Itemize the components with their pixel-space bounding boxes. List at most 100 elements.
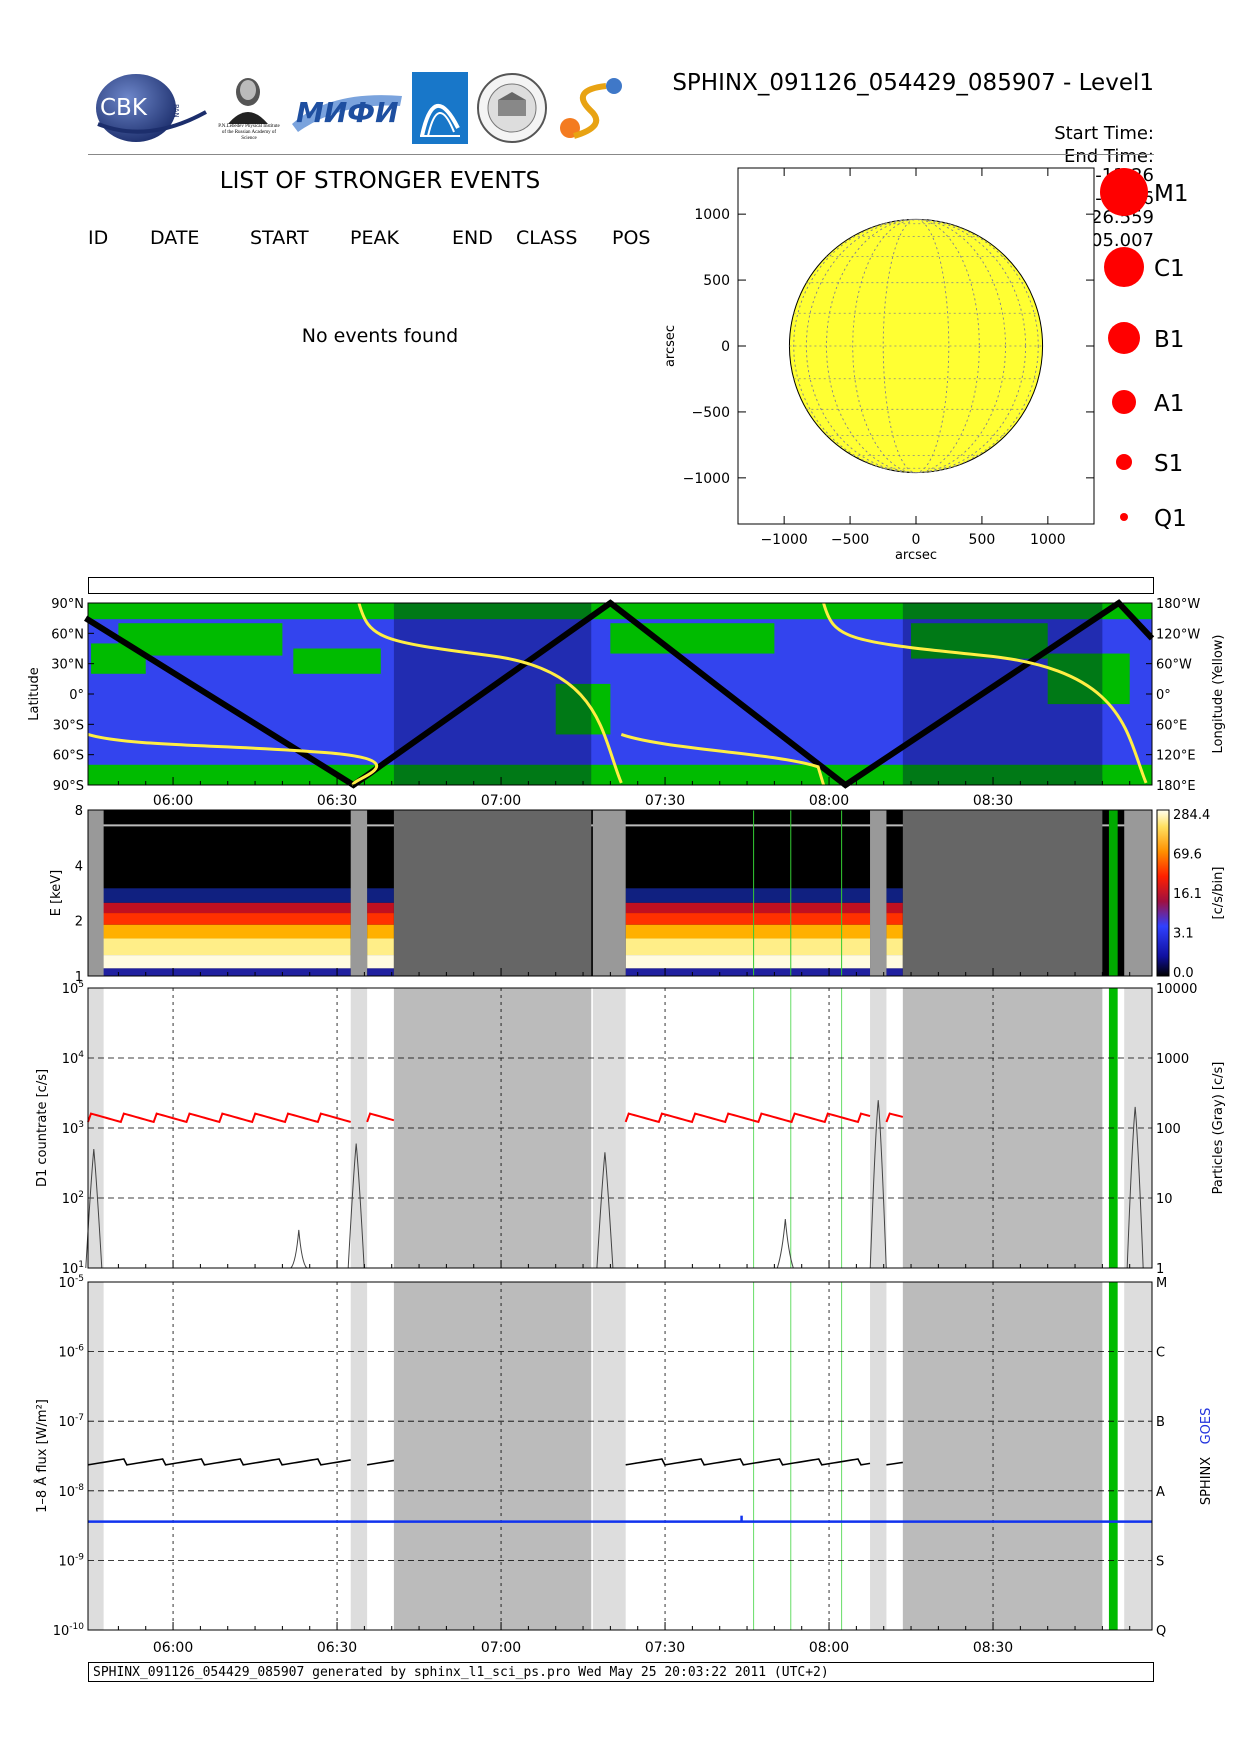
saa-band bbox=[350, 1282, 368, 1630]
cbk-logo-icon: CBK PAN bbox=[96, 74, 207, 142]
orbit-land-patch bbox=[911, 623, 1048, 659]
time-tick-label: 06:30 bbox=[317, 1640, 357, 1656]
orbit-right-tick-label: 0° bbox=[1156, 688, 1171, 703]
orbit-right-tick-label: 120°W bbox=[1156, 627, 1200, 642]
disk-x-tick-label: −500 bbox=[831, 532, 869, 548]
size-legend-dot bbox=[1112, 390, 1136, 414]
lebedev-caption: P.N.Lebedev Physical Institute of the Ru… bbox=[218, 124, 280, 141]
disk-y-axis-label: arcsec bbox=[663, 325, 678, 367]
countrate-y-tick-label: 101 bbox=[62, 1260, 84, 1277]
spectrogram-saa-band bbox=[870, 810, 887, 976]
orbit-shadow-band bbox=[393, 603, 592, 785]
sphinx-flux-series bbox=[886, 1461, 903, 1466]
spectrogram-band bbox=[886, 938, 903, 956]
eclipse-band bbox=[902, 1282, 1103, 1630]
time-tick-label: 07:00 bbox=[481, 793, 521, 809]
spectrogram-band bbox=[625, 968, 871, 976]
arch-logo-icon bbox=[412, 72, 468, 144]
goes-legend-label: GOES bbox=[1199, 1408, 1214, 1445]
saa-band bbox=[1124, 1282, 1152, 1630]
end-time-label: End Time: bbox=[1063, 146, 1154, 167]
logo-cbk: CBK PAN bbox=[88, 72, 208, 144]
header-divider bbox=[88, 154, 1154, 155]
events-column-id: ID bbox=[88, 227, 109, 249]
orbit-right-tick-label: 60°E bbox=[1156, 718, 1187, 733]
spectrogram-y-tick-label: 2 bbox=[75, 915, 83, 930]
footer-text: SPHINX_091126_054429_085907 generated by… bbox=[93, 1665, 829, 1680]
orbit-longitude-track bbox=[822, 602, 1148, 784]
flux-y-axis-label: 1–8 Å flux [W/m²] bbox=[34, 1399, 50, 1513]
size-legend-dot bbox=[1116, 454, 1132, 470]
orbit-right-axis-label: Longitude (Yellow) bbox=[1211, 635, 1226, 754]
orbit-land-patch bbox=[610, 623, 775, 654]
size-legend-label: B1 bbox=[1154, 327, 1184, 353]
particle-spike bbox=[596, 1152, 614, 1269]
colorbar-tick-label: 3.1 bbox=[1173, 927, 1194, 942]
sphinx-flux-series bbox=[366, 1459, 395, 1466]
time-tick-label: 07:30 bbox=[645, 1640, 685, 1656]
spectrogram-band bbox=[367, 938, 394, 956]
orbit-land-south bbox=[88, 764, 1152, 785]
countrate-series bbox=[87, 1112, 351, 1124]
portrait-icon bbox=[228, 78, 268, 124]
flare-class-tick-label: Q bbox=[1156, 1624, 1166, 1639]
orbit-longitude-track bbox=[357, 602, 623, 784]
spectrogram-band bbox=[886, 913, 903, 925]
colorbar-tick-label: 69.6 bbox=[1173, 848, 1202, 863]
spectrogram-saa-band bbox=[1124, 810, 1152, 976]
spectrogram-band bbox=[625, 955, 871, 969]
orbit-left-tick-label: 90°S bbox=[53, 779, 84, 794]
spectrogram-band bbox=[625, 902, 871, 914]
orbit-left-tick-label: 60°N bbox=[51, 627, 84, 642]
time-tick-label: 06:00 bbox=[153, 793, 193, 809]
size-legend-label: M1 bbox=[1154, 181, 1188, 207]
size-legend-dot bbox=[1100, 168, 1148, 216]
spectrogram-band bbox=[88, 924, 351, 939]
spectrogram-green-band bbox=[1108, 810, 1118, 976]
seal-logo-icon bbox=[477, 73, 547, 143]
logo-swirl bbox=[556, 74, 626, 144]
spectrogram-band bbox=[886, 924, 903, 939]
disk-y-tick-label: 1000 bbox=[694, 207, 730, 223]
flux-y-tick-label: 10-5 bbox=[58, 1274, 84, 1291]
countrate-y-tick-label: 103 bbox=[62, 1120, 84, 1137]
orbit-longitude-track bbox=[87, 733, 378, 787]
spectrogram-band bbox=[625, 888, 871, 903]
spectrogram-band bbox=[367, 924, 394, 939]
spectrogram-y-tick-label: 1 bbox=[75, 970, 83, 985]
spectrogram-band bbox=[88, 955, 351, 969]
time-tick-label: 06:30 bbox=[317, 793, 357, 809]
saa-band bbox=[88, 1282, 104, 1630]
cbk-logo-sub: PAN bbox=[172, 104, 180, 118]
size-legend-dot bbox=[1120, 513, 1128, 521]
logo-lebedev: P.N.Lebedev Physical Institute of the Ru… bbox=[216, 72, 282, 144]
logo-mifi: МИФИ bbox=[290, 80, 404, 136]
disk-y-tick-label: −1000 bbox=[683, 471, 730, 487]
size-legend: M1 C1 B1 A1 S1 Q1 bbox=[1100, 168, 1188, 532]
blank-strip bbox=[88, 577, 1154, 594]
sphinx-flux-series bbox=[625, 1458, 871, 1466]
events-column-date: DATE bbox=[150, 227, 200, 249]
disk-plot: −1000 −500 0 500 1000 1000 500 0 −500 −1000 arcsec… bbox=[663, 167, 1095, 560]
spectrogram-band bbox=[88, 902, 351, 914]
spectrogram-band bbox=[367, 902, 394, 914]
colorbar-tick-label: 284.4 bbox=[1173, 808, 1210, 823]
disk-longitude-line bbox=[793, 219, 1039, 473]
disk-x-tick-label: 0 bbox=[912, 532, 921, 548]
spectrogram-gap bbox=[393, 810, 592, 976]
orbit-longitude-track bbox=[620, 733, 826, 786]
flux-y-tick-label: 10-8 bbox=[58, 1483, 84, 1500]
particles-y-tick-label: 10000 bbox=[1156, 982, 1197, 997]
flux-y-tick-label: 10-10 bbox=[53, 1622, 85, 1639]
spectrogram-gap bbox=[902, 810, 1103, 976]
countrate-frame bbox=[87, 987, 1153, 1269]
orbit-right-tick-label: 60°W bbox=[1156, 658, 1192, 673]
footer-box: SPHINX_091126_054429_085907 generated by… bbox=[88, 1662, 1154, 1682]
disk-x-axis-label: arcsec bbox=[895, 548, 937, 560]
countrate-y-tick-label: 102 bbox=[62, 1190, 84, 1207]
timeline-panels: 90°N 60°N 30°N 0° 30°S 60°S 90°S 180°W 120°W 60°W… bbox=[27, 597, 1226, 1656]
events-column-start: START bbox=[250, 227, 309, 249]
time-tick-label: 08:00 bbox=[809, 793, 849, 809]
orbit-left-tick-label: 0° bbox=[69, 688, 84, 703]
flare-class-tick-label: B bbox=[1156, 1415, 1165, 1430]
